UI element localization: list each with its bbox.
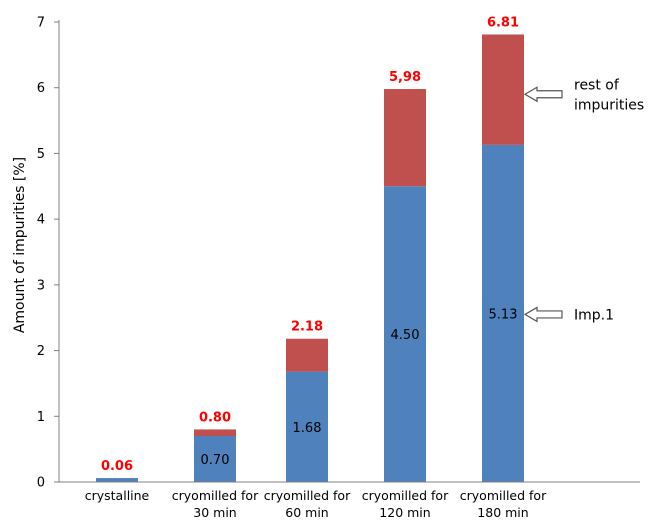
total-value-label: 2.18 (291, 320, 323, 335)
y-tick-label: 3 (37, 278, 45, 293)
rest-bar-segment (482, 34, 524, 145)
annotation-label-line: impurities (574, 97, 644, 113)
rest-bar-segment (286, 338, 328, 372)
imp1-value-label: 1.68 (293, 421, 322, 436)
annotation-arrow-icon (523, 306, 563, 323)
rest-bar-segment (194, 429, 236, 436)
annotation-label-line: Imp.1 (574, 307, 614, 323)
imp1-bar-segment (194, 436, 236, 482)
x-category-label-line: cryomilled for (460, 488, 547, 503)
rest-bar-segment (384, 89, 426, 187)
y-axis: 0 1 2 3 4 5 6 7 (37, 16, 60, 491)
y-tick-label: 5 (37, 147, 45, 162)
x-category-label: cryomilled for 180 min (460, 488, 547, 520)
y-tick-label: 0 (37, 476, 45, 491)
x-category-label: cryomilled for 30 min (172, 488, 259, 520)
annotations: rest of impurities Imp.1 (523, 77, 644, 323)
imp1-bar-segment (96, 478, 138, 482)
x-category-label: crystalline (85, 488, 150, 503)
x-category-label-line: cryomilled for (172, 488, 259, 503)
annotation-arrow-icon (523, 86, 563, 103)
x-category-label-line: 30 min (193, 505, 236, 520)
imp1-value-label: 4.50 (391, 328, 420, 343)
y-tick-label: 1 (37, 410, 45, 425)
y-tick-label: 7 (37, 16, 45, 31)
x-axis: crystalline cryomilled for 30 mincryomille… (59, 481, 640, 520)
imp1-bar-segment (384, 186, 426, 483)
total-value-label: 0.80 (199, 410, 231, 425)
x-category-label: cryomilled for 60 min (264, 488, 351, 520)
imp1-value-label: 0.70 (201, 453, 230, 468)
bar-labels: 0.06 0.70 0.80 1.68 2.18 4.50 5,98 5.13 6.81 (101, 15, 519, 474)
x-category-label: cryomilled for 120 min (362, 488, 449, 520)
x-category-label-line: cryomilled for (362, 488, 449, 503)
y-tick-label: 4 (37, 213, 45, 228)
x-category-label-line: 120 min (379, 505, 430, 520)
annotation-label: rest of impurities (574, 77, 644, 113)
bars (96, 34, 524, 483)
x-category-label-line: crystalline (85, 488, 150, 503)
total-value-label: 5,98 (389, 70, 421, 85)
x-category-label-line: cryomilled for (264, 488, 351, 503)
y-tick-label: 6 (37, 81, 45, 96)
y-axis-label: Amount of impurities [%] (12, 157, 28, 333)
x-category-label-line: 60 min (285, 505, 328, 520)
y-tick-label: 2 (37, 344, 45, 359)
total-value-label: 0.06 (101, 459, 133, 474)
annotation-label-line: rest of (574, 77, 620, 93)
x-category-label-line: 180 min (477, 505, 528, 520)
imp1-bar-segment (286, 371, 328, 482)
imp1-bar-segment (482, 144, 524, 482)
imp1-value-label: 5.13 (489, 307, 518, 322)
annotation-label: Imp.1 (574, 307, 614, 323)
total-value-label: 6.81 (487, 15, 519, 30)
